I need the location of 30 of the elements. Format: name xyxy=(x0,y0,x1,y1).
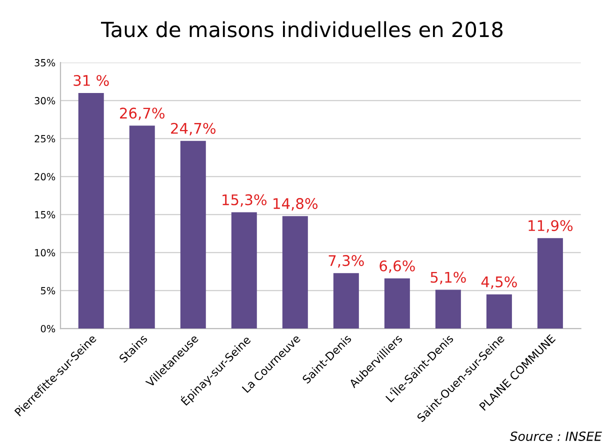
y-tick-label: 35% xyxy=(34,59,56,66)
source-note: Source : INSEE xyxy=(510,432,602,441)
bar xyxy=(333,273,359,329)
data-label: 11,9% xyxy=(528,220,573,233)
y-tick-label: 15% xyxy=(35,211,56,218)
y-tick-label: 20% xyxy=(34,173,56,180)
chart-title: Taux de maisons individuelles en 2018 xyxy=(100,21,503,38)
bar xyxy=(486,294,512,329)
bar xyxy=(78,92,104,329)
bar xyxy=(129,126,155,329)
bar xyxy=(384,278,410,329)
data-label: 31 % xyxy=(74,74,109,86)
bar xyxy=(180,140,206,329)
data-label: 15,3% xyxy=(222,194,266,207)
bar xyxy=(231,212,257,329)
bar xyxy=(282,216,308,329)
data-label: 7,3% xyxy=(328,255,364,268)
y-tick-label: 5% xyxy=(40,287,56,294)
y-tick-label: 10% xyxy=(35,249,56,256)
bar xyxy=(537,238,563,329)
data-label: 14,8% xyxy=(274,198,318,211)
data-label: 4,5% xyxy=(481,276,517,289)
y-tick-label: 25% xyxy=(34,135,56,142)
data-label: 5,1% xyxy=(430,272,466,284)
data-label: 26,7% xyxy=(120,108,164,120)
y-tick-label: 0% xyxy=(40,325,56,332)
data-label: 24,7% xyxy=(171,122,216,136)
data-label: 6,6% xyxy=(380,260,415,273)
bar xyxy=(435,290,461,329)
y-tick-label: 30% xyxy=(34,97,56,104)
